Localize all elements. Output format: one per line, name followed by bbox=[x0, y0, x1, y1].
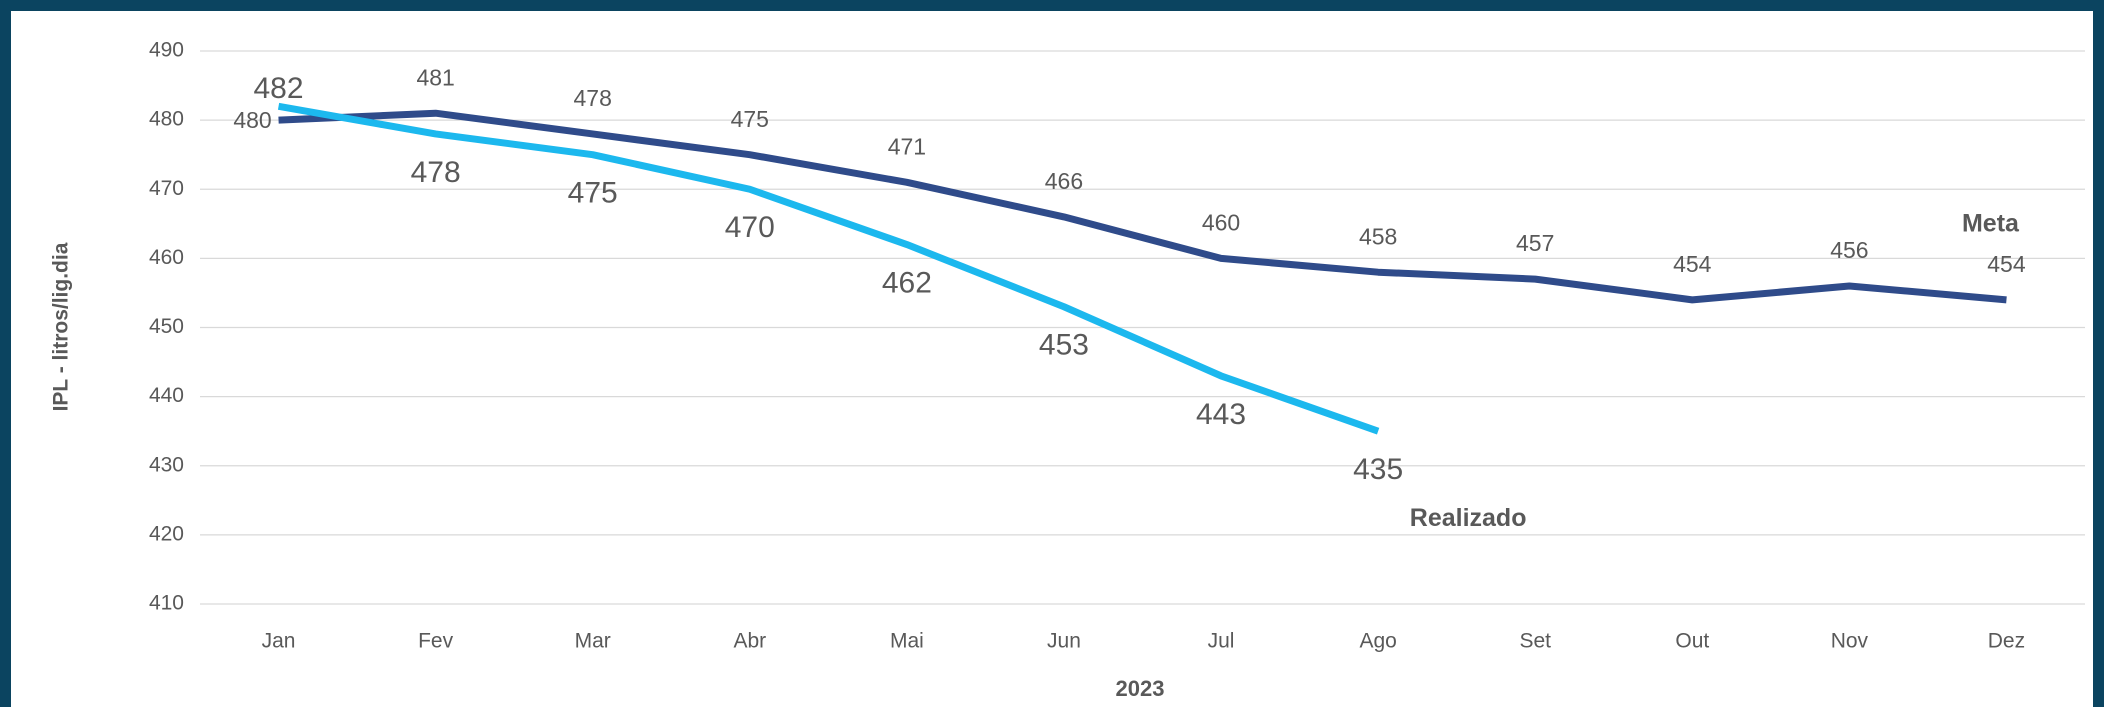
data-label: 435 bbox=[1353, 453, 1403, 486]
line-series bbox=[277, 102, 1380, 435]
data-label: 471 bbox=[888, 133, 926, 159]
data-label: 458 bbox=[1359, 223, 1397, 249]
x-axis-label: 2023 bbox=[1116, 676, 1165, 701]
series-label: Meta bbox=[1962, 209, 2020, 237]
data-label: 480 bbox=[233, 107, 271, 133]
y-tick-label: 440 bbox=[149, 384, 184, 407]
data-label: 478 bbox=[411, 156, 461, 189]
x-tick-label: Out bbox=[1675, 630, 1709, 653]
data-label: 460 bbox=[1202, 209, 1240, 235]
line-series bbox=[278, 109, 2007, 304]
data-label: 482 bbox=[254, 72, 304, 105]
data-label: 456 bbox=[1830, 237, 1868, 263]
y-tick-label: 410 bbox=[149, 592, 184, 615]
data-label: 475 bbox=[568, 177, 618, 210]
x-tick-label: Abr bbox=[733, 630, 766, 653]
y-tick-label: 490 bbox=[149, 39, 184, 62]
data-label: 454 bbox=[1673, 251, 1712, 277]
y-tick-label: 450 bbox=[149, 315, 184, 338]
y-tick-label: 460 bbox=[149, 246, 184, 269]
x-tick-label: Jul bbox=[1208, 630, 1235, 653]
data-label: 478 bbox=[574, 85, 612, 111]
x-tick-label: Mar bbox=[575, 630, 611, 653]
data-label: 475 bbox=[731, 106, 769, 132]
data-label: 453 bbox=[1039, 329, 1089, 362]
y-tick-label: 420 bbox=[149, 522, 184, 545]
data-label: 470 bbox=[725, 211, 775, 244]
x-tick-label: Dez bbox=[1988, 630, 2025, 653]
y-tick-label: 480 bbox=[149, 108, 184, 131]
data-label: 481 bbox=[416, 64, 454, 90]
x-tick-label: Nov bbox=[1831, 630, 1869, 653]
data-label: 454 bbox=[1987, 251, 2026, 277]
x-tick-label: Jan bbox=[262, 630, 296, 653]
y-tick-label: 430 bbox=[149, 453, 184, 476]
series-label: Realizado bbox=[1410, 504, 1527, 532]
x-tick-label: Ago bbox=[1359, 630, 1396, 653]
data-label: 462 bbox=[882, 266, 932, 299]
x-tick-label: Set bbox=[1519, 630, 1551, 653]
data-label: 457 bbox=[1516, 230, 1554, 256]
y-axis-label: IPL - litros/lig.dia bbox=[50, 242, 73, 411]
data-label: 443 bbox=[1196, 398, 1246, 431]
x-tick-label: Fev bbox=[418, 630, 454, 653]
plot-background bbox=[11, 11, 2093, 707]
data-label: 466 bbox=[1045, 168, 1083, 194]
y-tick-label: 470 bbox=[149, 177, 184, 200]
x-tick-label: Jun bbox=[1047, 630, 1081, 653]
x-tick-label: Mai bbox=[890, 630, 924, 653]
